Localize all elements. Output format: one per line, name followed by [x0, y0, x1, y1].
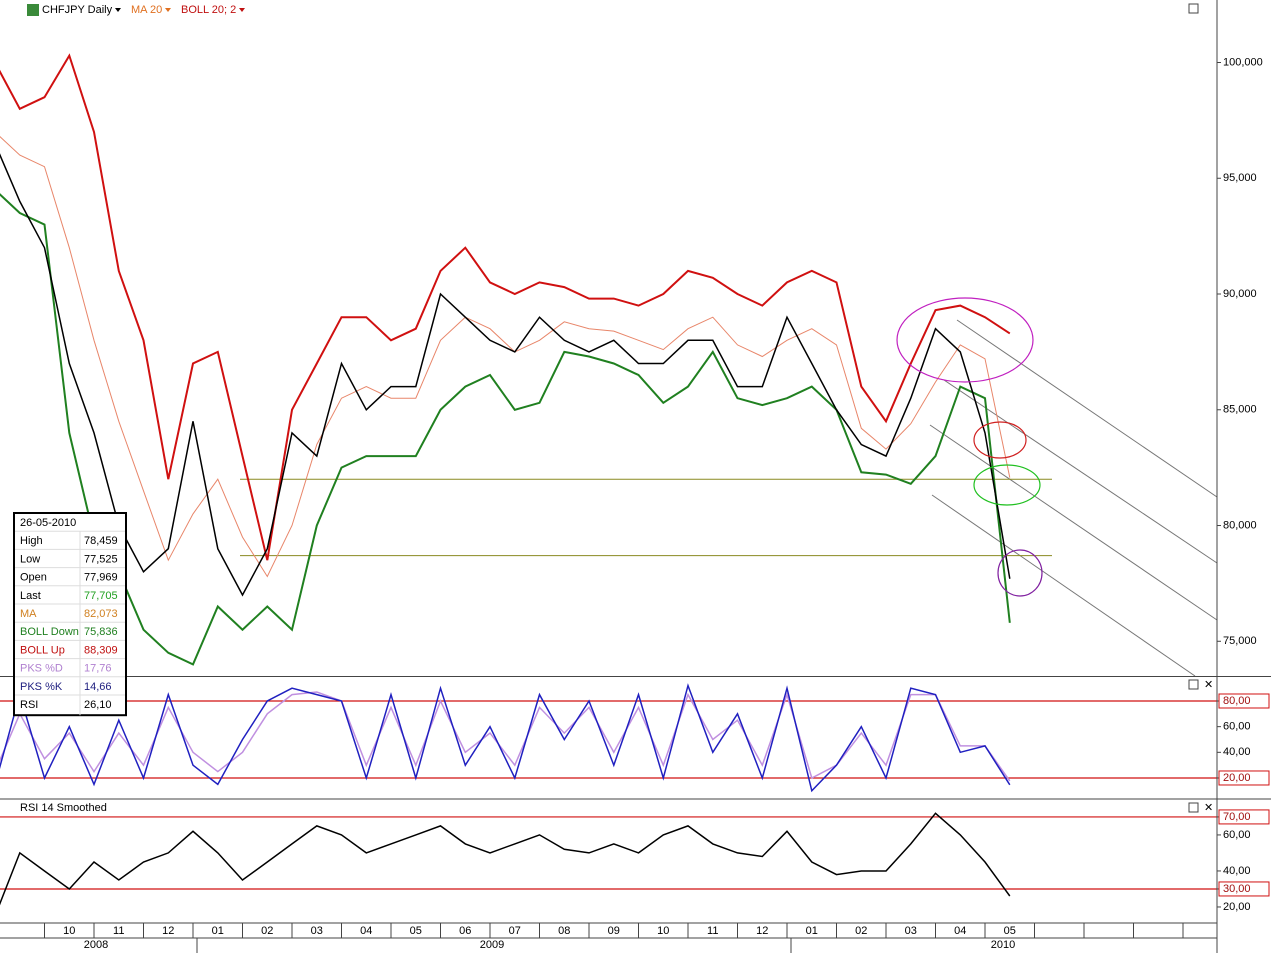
- toolbar: CHFJPY Daily MA 20 BOLL 20; 2 ✕ ✕: [27, 3, 1213, 814]
- y-tick-label: 85,000: [1223, 404, 1257, 416]
- x-tick-label: 11: [113, 925, 124, 937]
- window-label: BOLL Down: [20, 626, 79, 638]
- maximize-button[interactable]: [1188, 679, 1199, 690]
- x-tick-label: 11: [707, 925, 718, 937]
- y-tick-label: 80,00: [1223, 695, 1251, 707]
- window-value: 77,705: [84, 590, 118, 602]
- series-line: [0, 193, 1011, 666]
- window-value: 88,309: [84, 644, 118, 656]
- x-tick-label: 03: [311, 925, 323, 937]
- window-label: Open: [20, 572, 47, 584]
- x-tick-label: 12: [756, 925, 768, 937]
- x-tick-label: 10: [657, 925, 669, 937]
- year-label: 2009: [480, 939, 504, 951]
- close-button[interactable]: ✕: [1204, 802, 1213, 814]
- window-label: PKS %K: [20, 681, 63, 693]
- annotations: [896, 297, 1043, 597]
- y-tick-label: 70,00: [1223, 811, 1251, 823]
- close-button[interactable]: ✕: [1204, 679, 1213, 691]
- window-label: Last: [20, 590, 41, 602]
- symbol[interactable]: CHFJPY Daily: [42, 4, 113, 16]
- symbol-icon[interactable]: [27, 4, 39, 16]
- y-tick-label: 20,00: [1223, 772, 1251, 784]
- trend-lines: [929, 319, 1218, 677]
- dropdown[interactable]: [115, 8, 121, 12]
- window-value: 26,10: [84, 699, 112, 711]
- window-value: 82,073: [84, 608, 118, 620]
- x-tick-label: 03: [905, 925, 917, 937]
- series-line: [0, 135, 1011, 578]
- maximize-button[interactable]: [1188, 802, 1199, 813]
- series-line: [0, 153, 1011, 597]
- y-tick-label: 100,000: [1223, 56, 1263, 68]
- x-tick-label: 04: [954, 925, 966, 937]
- trend-line: [929, 424, 1218, 621]
- y-tick-label: 20,00: [1223, 901, 1251, 913]
- x-tick-label: 01: [806, 925, 818, 937]
- level-label-box: [1218, 693, 1270, 709]
- panel-title: RSI 14 Smoothed: [20, 802, 107, 814]
- x-tick-label: 01: [212, 925, 224, 937]
- series-line: [0, 812, 1011, 906]
- x-tick-label: 05: [1004, 925, 1016, 937]
- trend-line: [943, 379, 1218, 564]
- x-tick-label: 05: [410, 925, 422, 937]
- level-label-box: [1218, 881, 1270, 897]
- x-tick-label: 04: [360, 925, 372, 937]
- window-value: 77,969: [84, 572, 118, 584]
- year-label: 2008: [84, 939, 108, 951]
- x-tick-label: 09: [608, 925, 620, 937]
- maximize-button[interactable]: [1188, 3, 1199, 14]
- trend-line: [931, 494, 1196, 677]
- window-label: PKS %D: [20, 663, 63, 675]
- x-tick-label: 06: [459, 925, 471, 937]
- indicator[interactable]: BOLL 20; 2: [181, 4, 236, 16]
- x-tick-label: 12: [162, 925, 174, 937]
- series-line: [0, 53, 1011, 561]
- y-tick-label: 90,000: [1223, 288, 1257, 300]
- y-tick-label: 80,000: [1223, 519, 1257, 531]
- window-value: 14,66: [84, 681, 112, 693]
- ellipse: [973, 464, 1041, 506]
- trend-line: [956, 319, 1218, 498]
- y-tick-label: 30,00: [1223, 883, 1251, 895]
- y-tick-label: 60,00: [1223, 721, 1251, 733]
- window-label: High: [20, 535, 43, 547]
- y-tick-label: 40,00: [1223, 865, 1251, 877]
- y-tick-label: 60,00: [1223, 829, 1251, 841]
- x-tick-label: 07: [509, 925, 521, 937]
- y-tick-label: 75,000: [1223, 635, 1257, 647]
- dropdown[interactable]: [165, 8, 171, 12]
- dropdown[interactable]: [239, 8, 245, 12]
- window-value: 77,525: [84, 553, 118, 565]
- window-label: RSI: [20, 699, 38, 711]
- year-label: 2010: [991, 939, 1015, 951]
- window-label: MA: [20, 608, 37, 620]
- window-value: 78,459: [84, 535, 118, 547]
- x-tick-label: 08: [558, 925, 570, 937]
- level-label-box: [1218, 809, 1270, 825]
- x-tick-label: 02: [261, 925, 273, 937]
- window-frame: [13, 512, 127, 717]
- window-value: 75,836: [84, 626, 118, 638]
- ellipse: [973, 421, 1027, 459]
- ellipse: [997, 549, 1043, 597]
- ellipse: [896, 297, 1034, 383]
- series-line: [0, 683, 1011, 793]
- y-tick-label: 95,000: [1223, 172, 1257, 184]
- window-label: BOLL Up: [20, 644, 65, 656]
- x-tick-label: 10: [63, 925, 75, 937]
- level-label-box: [1218, 770, 1270, 786]
- x-tick-label: 02: [855, 925, 867, 937]
- window-label: Low: [20, 553, 40, 565]
- y-tick-label: 40,00: [1223, 746, 1251, 758]
- window-date: 26-05-2010: [20, 517, 76, 529]
- data-window: 26-05-2010 High 78,459 Low 77,525 Open 77,969 L…: [13, 512, 127, 717]
- window-value: 17,76: [84, 663, 112, 675]
- indicator[interactable]: MA 20: [131, 4, 162, 16]
